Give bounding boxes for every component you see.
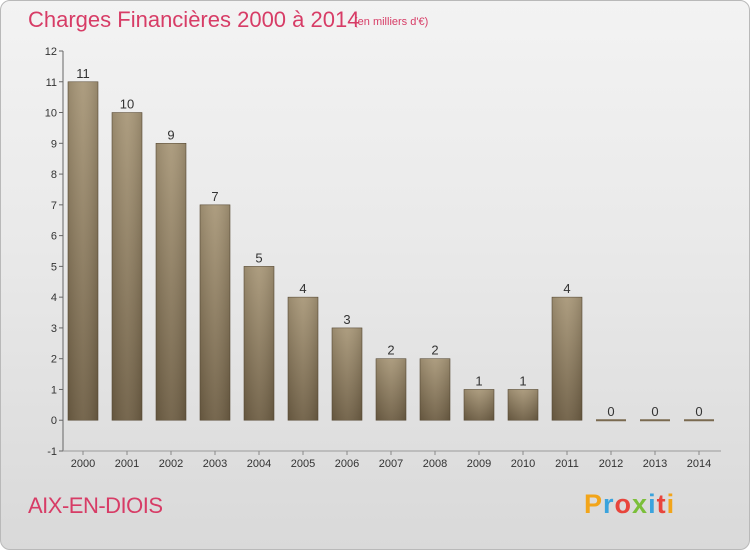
y-tick-label: 12 [45, 46, 57, 58]
x-tick-label-2011: 2011 [555, 458, 579, 470]
x-tick-label-2000: 2000 [71, 458, 95, 470]
bar-shade-2011 [552, 297, 582, 421]
value-label-2014: 0 [695, 404, 702, 419]
x-tick-label-2006: 2006 [335, 458, 359, 470]
y-tick-label: 10 [45, 108, 57, 120]
value-label-2004: 5 [255, 250, 262, 265]
logo-letter: x [632, 489, 649, 519]
bar-shade-2007 [376, 358, 406, 421]
logo-letter: i [648, 489, 657, 519]
bar-shade-2010 [508, 389, 538, 421]
x-tick-label-2003: 2003 [203, 458, 227, 470]
y-tick-label: 1 [51, 384, 57, 396]
x-tick-label-2004: 2004 [247, 458, 271, 470]
x-tick-label-2001: 2001 [115, 458, 139, 470]
value-label-2012: 0 [607, 404, 614, 419]
bar-shade-2005 [288, 297, 318, 421]
value-label-2002: 9 [167, 127, 174, 142]
chart-title: Charges Financières 2000 à 2014 [28, 7, 360, 32]
bar-shade-2000 [68, 81, 98, 421]
value-label-2008: 2 [431, 343, 438, 358]
y-tick-label: 6 [51, 231, 57, 243]
bar-shade-2003 [200, 204, 230, 421]
logo-letter: i [666, 489, 676, 519]
value-label-2005: 4 [299, 281, 306, 296]
value-label-2009: 1 [475, 373, 482, 388]
value-label-2013: 0 [651, 404, 658, 419]
y-tick-label: 11 [46, 77, 57, 89]
x-tick-label-2008: 2008 [423, 458, 447, 470]
logo-letter: P [584, 489, 604, 519]
x-tick-label-2002: 2002 [159, 458, 183, 470]
y-tick-label: 0 [51, 415, 57, 427]
value-label-2011: 4 [563, 281, 570, 296]
x-tick-label-2007: 2007 [379, 458, 403, 470]
y-tick-label: 8 [51, 169, 57, 181]
logo-letter: t [656, 489, 667, 519]
bar-shade-2009 [464, 389, 494, 421]
value-label-2003: 7 [211, 189, 218, 204]
y-tick-label: -1 [47, 446, 57, 458]
bar-shade-2001 [112, 112, 142, 421]
city-name: AIX-EN-DIOIS [28, 493, 163, 518]
x-tick-label-2005: 2005 [291, 458, 315, 470]
y-tick-label: 7 [51, 200, 57, 212]
x-tick-label-2014: 2014 [687, 458, 711, 470]
value-label-2006: 3 [343, 312, 350, 327]
chart-subtitle: (en milliers d'€) [354, 16, 429, 28]
proxiti-logo[interactable]: Proxiti [584, 489, 675, 520]
x-tick-label-2012: 2012 [599, 458, 623, 470]
value-label-2000: 11 [76, 66, 90, 81]
y-tick-label: 9 [51, 138, 57, 150]
y-tick-label: 4 [51, 292, 57, 304]
value-label-2001: 10 [120, 97, 134, 112]
bar-shade-2002 [156, 143, 186, 421]
logo-letter: r [603, 489, 615, 519]
bar-shade-2008 [420, 358, 450, 421]
x-tick-label-2010: 2010 [511, 458, 535, 470]
y-tick-label: 5 [51, 261, 57, 273]
logo-letter: o [614, 489, 633, 519]
y-tick-label: 2 [51, 354, 57, 366]
bar-shade-2006 [332, 327, 362, 421]
bar-shade-2004 [244, 266, 274, 421]
value-label-2010: 1 [519, 373, 526, 388]
x-tick-label-2013: 2013 [643, 458, 667, 470]
bars [67, 81, 714, 422]
y-tick-label: 3 [51, 323, 57, 335]
x-tick-label-2009: 2009 [467, 458, 491, 470]
value-label-2007: 2 [387, 343, 394, 358]
